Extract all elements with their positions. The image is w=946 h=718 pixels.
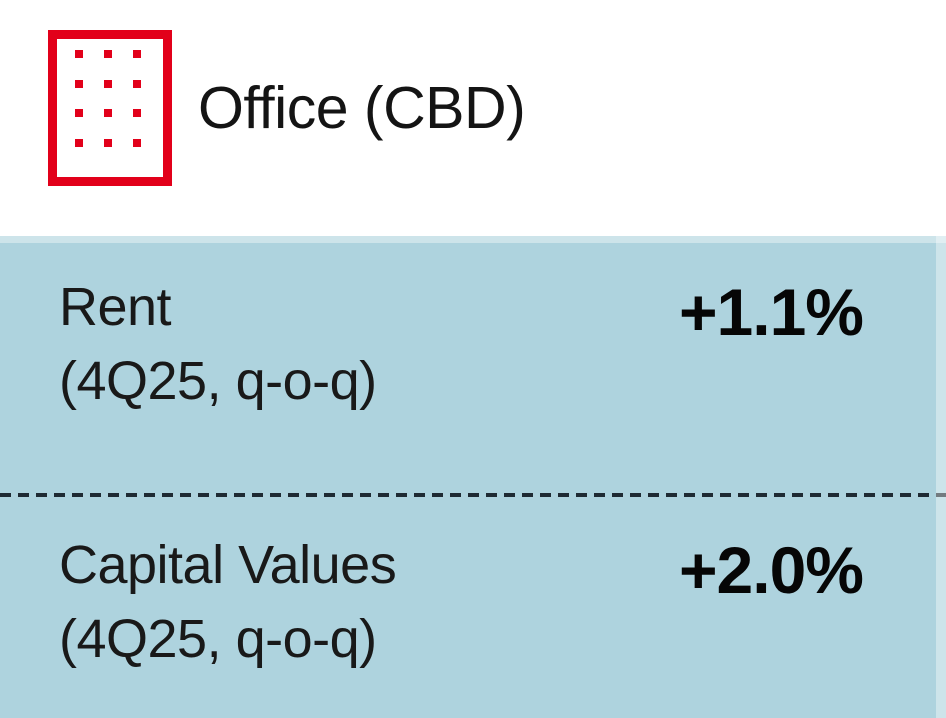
- office-building-icon: [48, 30, 172, 186]
- metric-row-rent: Rent (4Q25, q-o-q) +1.1%: [0, 236, 946, 493]
- metric-row-capital-values: Capital Values (4Q25, q-o-q) +2.0%: [0, 497, 946, 718]
- card-title: Office (CBD): [198, 75, 526, 141]
- metric-period: (4Q25, q-o-q): [59, 609, 377, 669]
- metric-value-rent: +1.1%: [679, 275, 864, 349]
- metric-label-capital-values: Capital Values (4Q25, q-o-q): [59, 528, 397, 676]
- dashed-divider: [0, 493, 946, 497]
- metric-name: Capital Values: [59, 535, 397, 595]
- metric-value-capital-values: +2.0%: [679, 533, 864, 607]
- metric-period: (4Q25, q-o-q): [59, 351, 377, 411]
- metric-label-rent: Rent (4Q25, q-o-q): [59, 270, 377, 418]
- metrics-panel: Rent (4Q25, q-o-q) +1.1% Capital Values …: [0, 236, 946, 718]
- card-header: Office (CBD): [48, 30, 526, 186]
- metric-name: Rent: [59, 277, 172, 337]
